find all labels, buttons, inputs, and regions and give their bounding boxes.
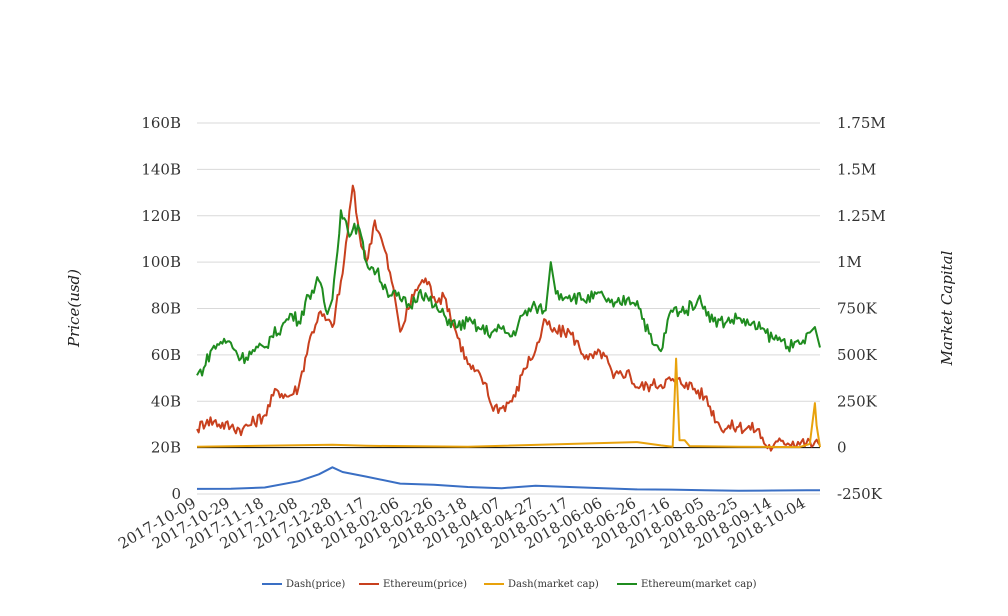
series-line-dash-price [196,466,820,492]
y-right-tick-label: 1.75M [837,114,886,132]
legend-label: Ethereum(price) [383,579,467,590]
y-left-tick-label: 140B [141,160,181,178]
y-left-tick-label: 80B [151,300,181,318]
series-line-dash-market-cap [196,357,821,449]
series-line-ethereum-market-cap [196,209,821,377]
y-left-tick-label: 60B [151,346,181,364]
legend: Dash(price) Ethereum(price) Dash(market ca… [262,579,757,590]
legend-label: Dash(price) [286,579,345,590]
gridlines [197,122,820,495]
y-right-tick-label: -250K [837,485,883,503]
y-right-tick-label: 250K [837,392,878,410]
series-lines [196,184,821,492]
y-axis-left-title: Price(usd) [65,269,83,348]
y-left-tick-label: 120B [141,207,181,225]
y-left-tick-label: 20B [151,439,181,457]
y-left-tick-label: 160B [141,114,181,132]
y-right-tick-label: 500K [837,346,878,364]
y-left-tick-label: 0 [171,485,181,503]
y-right-tick-label: 0 [837,439,847,457]
y-right-tick-label: 1.25M [837,207,886,225]
y-right-tick-label: 1M [837,253,862,271]
y-right-tick-label: 1.5M [837,160,876,178]
legend-label: Ethereum(market cap) [641,579,757,590]
y-right-tick-label: 750K [837,300,878,318]
legend-label: Dash(market cap) [508,579,599,590]
y-left-tick-label: 40B [151,392,181,410]
series-line-ethereum-price [196,184,821,452]
y-left-tick-label: 100B [141,253,181,271]
y-axis-right-title: Market Capital [938,250,956,366]
